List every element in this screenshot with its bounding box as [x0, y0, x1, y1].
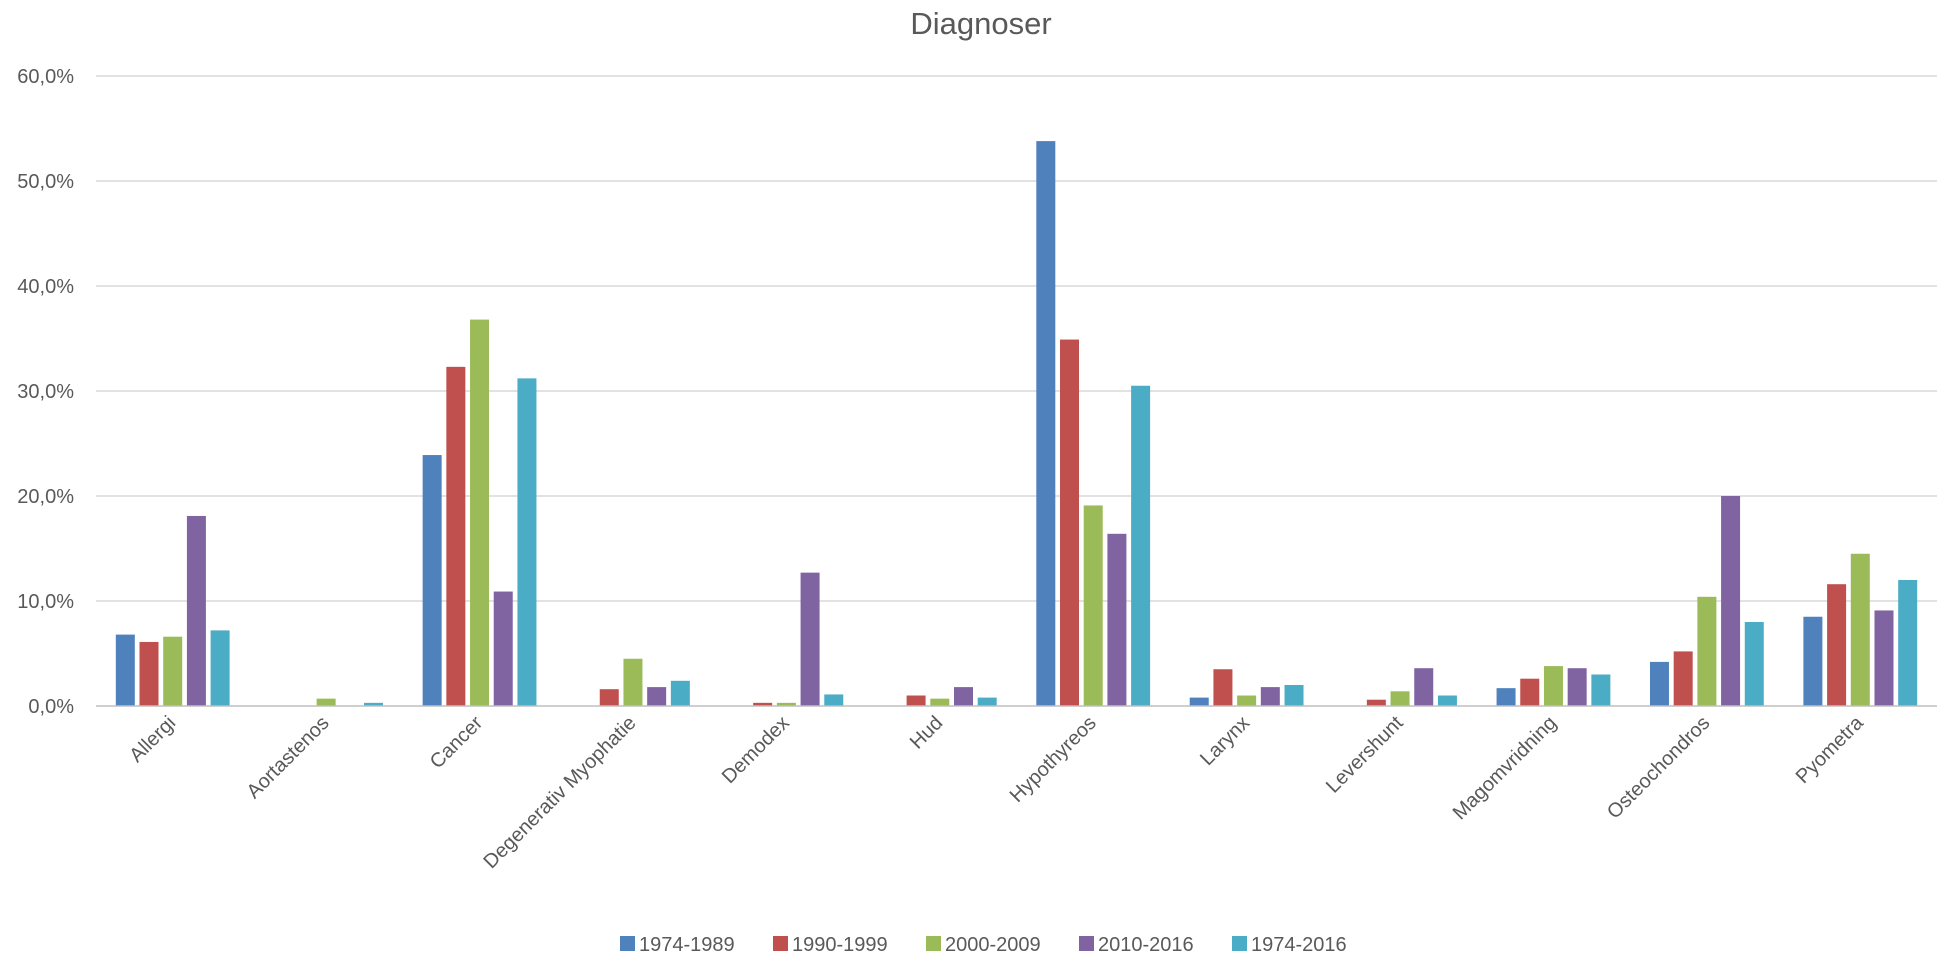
legend-label-5: 1974-2016 — [1251, 934, 1347, 956]
bar-5-4 — [800, 572, 820, 706]
bar-4-2 — [599, 689, 619, 706]
y-tick-label-5: 50,0% — [17, 171, 74, 193]
bar-2-3 — [316, 698, 336, 706]
x-tick-label-12: Pyometra — [1792, 711, 1869, 788]
legend-label-1: 1974-1989 — [639, 934, 735, 956]
bar-10-2 — [1520, 678, 1540, 706]
bar-11-3 — [1697, 596, 1717, 706]
bar-8-2 — [1213, 669, 1233, 706]
bars — [115, 141, 1918, 707]
y-axis-ticks: 0,0% 10,0% 20,0% 30,0% 40,0% 50,0% 60,0% — [17, 66, 74, 718]
bar-1-1 — [115, 634, 135, 706]
bar-12-1 — [1803, 616, 1823, 706]
bar-12-2 — [1827, 584, 1847, 706]
legend-swatch-3 — [926, 936, 941, 951]
bar-11-4 — [1721, 496, 1741, 706]
bar-12-5 — [1898, 580, 1918, 706]
x-tick-label-10: Magomvridning — [1449, 712, 1561, 824]
bar-12-3 — [1850, 553, 1870, 706]
bar-5-5 — [824, 694, 844, 706]
gridlines — [96, 75, 1937, 602]
bar-6-4 — [953, 687, 973, 706]
bar-9-5 — [1437, 695, 1457, 706]
bar-5-2 — [753, 702, 773, 706]
bar-10-4 — [1567, 668, 1587, 706]
bar-7-3 — [1083, 505, 1103, 706]
x-tick-label-7: Hypothyreos — [1006, 712, 1101, 807]
bar-2-5 — [364, 702, 384, 706]
y-tick-label-4: 40,0% — [17, 276, 74, 298]
legend-label-2: 1990-1999 — [792, 934, 888, 956]
bar-5-3 — [776, 702, 796, 706]
bar-1-4 — [186, 515, 206, 706]
bar-1-5 — [210, 630, 230, 706]
x-tick-label-1: Allergi — [125, 712, 180, 767]
y-tick-label-6: 60,0% — [17, 66, 74, 88]
x-tick-label-8: Larynx — [1196, 712, 1254, 770]
x-tick-label-4: Degenerativ Myophatie — [479, 712, 640, 873]
bar-11-1 — [1649, 661, 1669, 706]
bar-10-1 — [1496, 688, 1516, 706]
bar-4-5 — [670, 680, 690, 706]
bar-10-5 — [1591, 674, 1611, 706]
bar-1-2 — [139, 641, 159, 706]
bar-10-3 — [1543, 666, 1563, 706]
bar-9-4 — [1414, 668, 1434, 706]
legend-swatch-1 — [620, 936, 635, 951]
bar-3-4 — [493, 591, 513, 706]
bar-4-3 — [623, 658, 643, 706]
bar-9-3 — [1390, 691, 1410, 706]
bar-7-4 — [1107, 533, 1127, 706]
bar-4-4 — [647, 687, 667, 706]
bar-11-5 — [1744, 622, 1764, 706]
bar-6-2 — [906, 695, 926, 706]
x-tick-label-11: Osteochondros — [1603, 712, 1714, 823]
bar-8-4 — [1260, 687, 1280, 706]
x-tick-label-2: Aortastenos — [243, 712, 334, 803]
x-tick-label-9: Levershunt — [1322, 712, 1408, 798]
y-tick-label-3: 30,0% — [17, 381, 74, 403]
bar-8-1 — [1189, 697, 1209, 706]
bar-7-2 — [1060, 339, 1080, 706]
x-tick-label-5: Demodex — [718, 712, 794, 788]
legend-swatch-4 — [1079, 936, 1094, 951]
legend-swatch-5 — [1232, 936, 1247, 951]
bar-12-4 — [1874, 610, 1894, 706]
x-tick-label-3: Cancer — [426, 712, 487, 773]
bar-7-5 — [1131, 385, 1151, 706]
bar-6-3 — [930, 698, 950, 706]
bar-6-5 — [977, 697, 997, 706]
bar-3-2 — [446, 366, 466, 706]
y-tick-label-2: 20,0% — [17, 486, 74, 508]
legend-label-3: 2000-2009 — [945, 934, 1041, 956]
legend: 1974-1989 1990-1999 2000-2009 2010-2016 1974… — [620, 934, 1347, 956]
bar-3-3 — [470, 319, 490, 706]
bar-3-1 — [422, 455, 442, 706]
bar-9-2 — [1366, 699, 1386, 706]
bar-3-5 — [517, 378, 537, 706]
bar-8-3 — [1237, 695, 1257, 706]
x-tick-label-6: Hud — [906, 712, 948, 754]
bar-7-1 — [1036, 141, 1056, 707]
bar-8-5 — [1284, 685, 1304, 706]
legend-swatch-2 — [773, 936, 788, 951]
bar-11-2 — [1673, 651, 1693, 706]
legend-label-4: 2010-2016 — [1098, 934, 1194, 956]
y-tick-label-0: 0,0% — [28, 696, 74, 718]
bar-1-3 — [163, 636, 183, 706]
chart-title: Diagnoser — [910, 6, 1051, 41]
y-tick-label-1: 10,0% — [17, 591, 74, 613]
